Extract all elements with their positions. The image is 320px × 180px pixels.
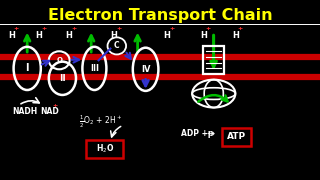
Text: H: H bbox=[65, 31, 72, 40]
Text: ADP +p: ADP +p bbox=[181, 129, 213, 138]
Text: H: H bbox=[200, 31, 207, 40]
Text: +: + bbox=[71, 26, 76, 31]
Text: +: + bbox=[41, 26, 46, 31]
Text: +: + bbox=[206, 26, 211, 31]
Text: H: H bbox=[163, 31, 170, 40]
Text: H$_2$O: H$_2$O bbox=[96, 143, 114, 155]
Text: $\frac{1}{2}$O$_2$ + 2H$^+$: $\frac{1}{2}$O$_2$ + 2H$^+$ bbox=[79, 114, 122, 130]
Text: H: H bbox=[8, 31, 15, 40]
Text: ATP: ATP bbox=[227, 132, 246, 141]
Text: +: + bbox=[14, 26, 19, 31]
Text: $\rightarrow$: $\rightarrow$ bbox=[205, 128, 217, 138]
Text: II: II bbox=[59, 74, 66, 83]
Text: C: C bbox=[114, 41, 120, 50]
Text: NADH: NADH bbox=[12, 107, 37, 116]
Text: III: III bbox=[90, 64, 99, 73]
Text: +: + bbox=[238, 26, 243, 31]
Text: H: H bbox=[232, 31, 239, 40]
Text: I: I bbox=[26, 63, 29, 73]
Text: Electron Transport Chain: Electron Transport Chain bbox=[48, 8, 272, 23]
Text: Q: Q bbox=[56, 57, 62, 63]
Text: H: H bbox=[35, 31, 42, 40]
Text: NAD: NAD bbox=[40, 107, 59, 116]
Text: +: + bbox=[169, 26, 174, 31]
Text: +: + bbox=[53, 103, 58, 108]
Text: H: H bbox=[110, 31, 117, 40]
Text: IV: IV bbox=[141, 65, 150, 74]
Text: +: + bbox=[116, 26, 121, 31]
